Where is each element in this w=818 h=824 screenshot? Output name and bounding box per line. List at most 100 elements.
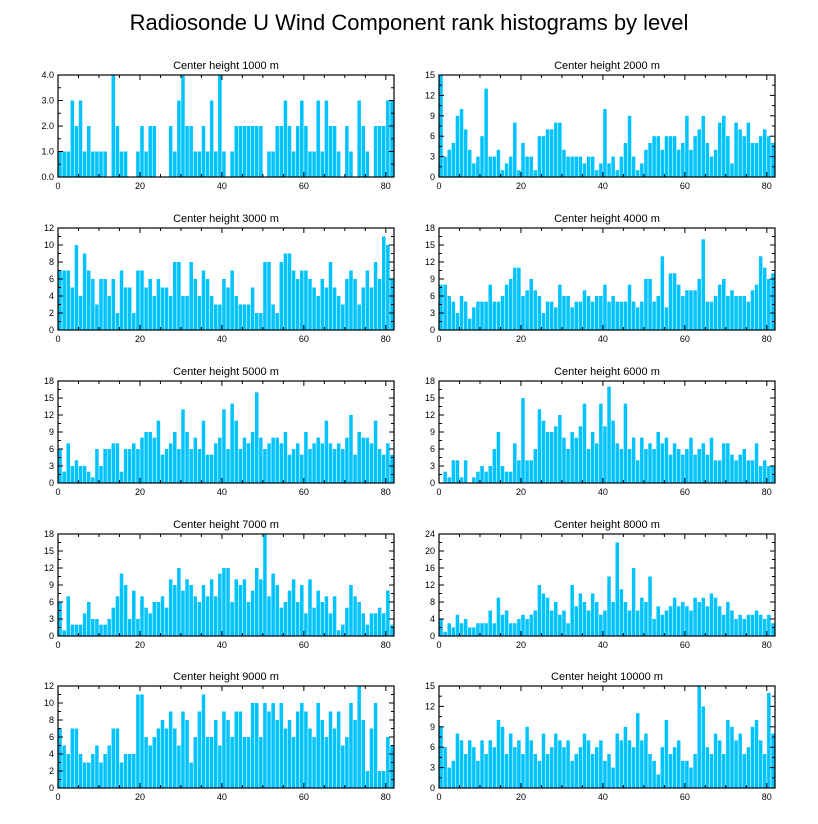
- histogram-bar: [127, 619, 132, 636]
- y-tick-label: 12: [44, 223, 54, 233]
- histogram-bar: [168, 443, 173, 483]
- histogram-bar: [730, 454, 734, 483]
- histogram-bar: [672, 597, 677, 636]
- y-tick-label: 3: [430, 152, 435, 162]
- histogram-bar: [168, 579, 173, 636]
- histogram-bar: [205, 151, 210, 177]
- histogram-bar: [369, 728, 374, 788]
- histogram-bar: [697, 449, 701, 483]
- histogram-bar: [521, 754, 525, 788]
- histogram-bar: [127, 754, 132, 788]
- histogram-bar: [58, 270, 62, 330]
- histogram-bar: [254, 703, 259, 788]
- histogram-bar: [689, 610, 693, 636]
- histogram-bar: [373, 703, 378, 788]
- panel-title: Center height 1000 m: [173, 60, 279, 72]
- histogram-bar: [590, 754, 595, 788]
- y-tick-label: 18: [425, 376, 435, 386]
- histogram-bar: [82, 151, 87, 177]
- histogram-bar: [283, 253, 288, 330]
- x-tick-label: 80: [381, 487, 391, 497]
- histogram-bar: [529, 460, 533, 483]
- histogram-bar: [386, 245, 390, 330]
- histogram-bar: [754, 720, 759, 788]
- y-tick-label: 24: [425, 529, 435, 539]
- histogram-bar: [291, 579, 296, 636]
- x-tick-label: 60: [299, 487, 309, 497]
- histogram-bar: [226, 449, 230, 483]
- histogram-bar: [295, 711, 300, 788]
- histogram-bar: [111, 728, 116, 788]
- histogram-bar: [467, 740, 472, 788]
- histogram-bar: [447, 623, 451, 636]
- histogram-bar: [767, 466, 771, 483]
- y-tick-label: 18: [425, 223, 435, 233]
- histogram-bar: [607, 386, 611, 483]
- histogram-bar: [648, 279, 652, 330]
- histogram-bar: [164, 449, 169, 483]
- histogram-bar: [201, 270, 206, 330]
- histogram-bar: [513, 443, 517, 483]
- y-tick-label: 18: [44, 529, 54, 539]
- x-tick-label: 20: [135, 487, 145, 497]
- histogram-bar: [181, 409, 185, 483]
- histogram-panel: Center height 7000 m 0 20 40 60 80 0 3 6 9 12 15 18: [44, 519, 395, 650]
- histogram-bar: [263, 262, 267, 330]
- y-tick-label: 4: [49, 291, 54, 301]
- y-tick-label: 3: [430, 308, 435, 318]
- x-tick-label: 40: [598, 792, 608, 802]
- histogram-bar: [525, 460, 529, 483]
- histogram-bar: [349, 585, 353, 636]
- histogram-bar: [140, 596, 144, 636]
- histogram-bar: [517, 267, 521, 330]
- histogram-bar: [218, 745, 222, 788]
- histogram-bar: [750, 143, 755, 177]
- histogram-bar: [722, 443, 726, 483]
- histogram-bar: [259, 737, 263, 788]
- histogram-bar: [283, 602, 288, 636]
- x-tick-label: 20: [516, 181, 526, 191]
- histogram-bar: [480, 623, 484, 636]
- histogram-bar: [86, 602, 91, 636]
- histogram-bar: [537, 585, 542, 636]
- histogram-bar: [717, 284, 722, 330]
- histogram-bar: [746, 460, 751, 483]
- histogram-bar: [611, 156, 615, 177]
- histogram-bar: [152, 126, 157, 177]
- histogram-bar: [685, 290, 689, 330]
- histogram-bar: [304, 270, 308, 330]
- histogram-bar: [615, 443, 619, 483]
- histogram-bar: [763, 267, 767, 330]
- histogram-bar: [353, 279, 357, 330]
- histogram-bar: [140, 126, 144, 177]
- histogram-bar: [111, 443, 116, 483]
- histogram-bar: [148, 613, 152, 636]
- histogram-bar: [189, 585, 193, 636]
- histogram-panel: Center height 3000 m 0 20 40 60 80 0 2 4 6 8 10 12: [44, 213, 395, 344]
- histogram-bar: [693, 136, 697, 177]
- histogram-bar: [316, 590, 320, 636]
- histogram-bar: [652, 449, 656, 483]
- histogram-bar: [463, 129, 468, 177]
- histogram-bar: [513, 122, 517, 177]
- histogram-bar: [312, 151, 316, 177]
- histogram-bar: [373, 262, 378, 330]
- histogram-bar: [705, 454, 710, 483]
- histogram-bar: [91, 619, 95, 636]
- histogram-bar: [611, 767, 615, 788]
- histogram-bar: [668, 136, 673, 177]
- histogram-bar: [500, 614, 505, 636]
- histogram-bar: [504, 471, 509, 483]
- x-tick-label: 40: [217, 487, 227, 497]
- histogram-bar: [566, 740, 570, 788]
- histogram-bar: [525, 290, 529, 330]
- histogram-bar: [758, 136, 763, 177]
- histogram-bar: [590, 301, 595, 330]
- histogram-bar: [58, 728, 62, 788]
- histogram-bar: [222, 711, 226, 788]
- histogram-bar: [590, 156, 595, 177]
- histogram-bar: [78, 296, 83, 330]
- histogram-panel: Center height 5000 m 0 20 40 60 80 0 3 6 9 12 15 18: [44, 366, 395, 497]
- histogram-bar: [599, 163, 603, 177]
- histogram-bar: [168, 126, 173, 177]
